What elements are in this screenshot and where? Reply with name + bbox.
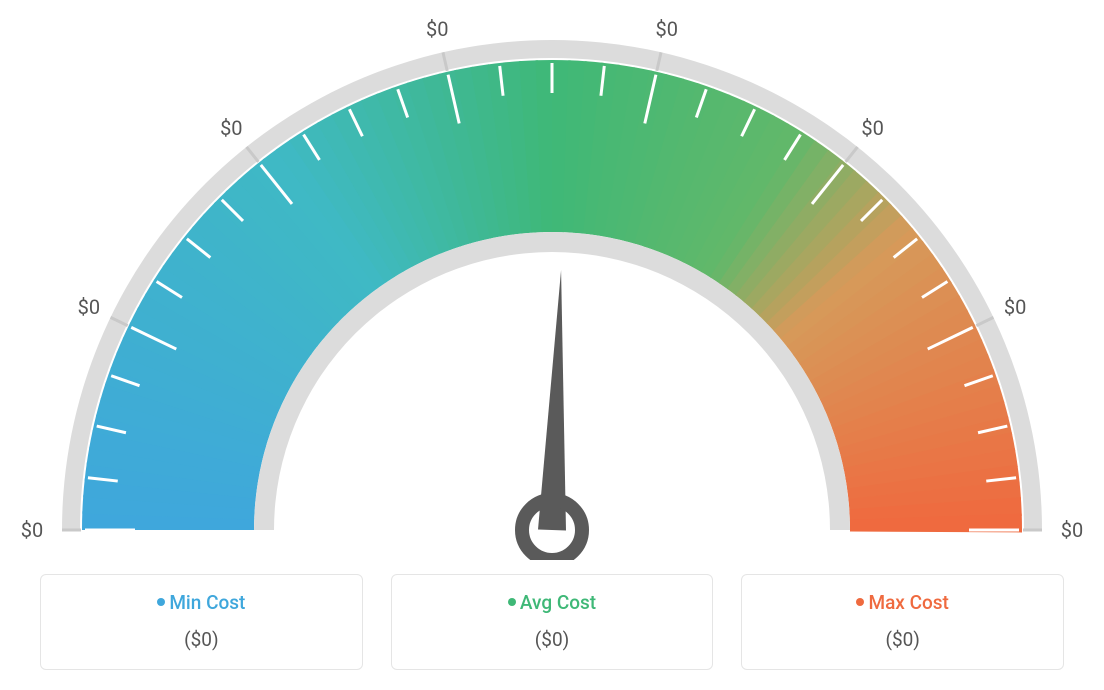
legend-value: ($0) (754, 628, 1051, 651)
gauge-scale-label: $0 (220, 116, 242, 140)
gauge-scale-label: $0 (1004, 295, 1026, 319)
legend-dot-icon (856, 598, 864, 606)
legend-card-max-cost: Max Cost ($0) (741, 574, 1064, 670)
legend-dot-icon (508, 598, 516, 606)
legend-dot-icon (157, 598, 165, 606)
gauge-svg (42, 20, 1062, 560)
gauge-scale-label: $0 (1061, 518, 1083, 542)
legend-title: Max Cost (754, 591, 1051, 614)
gauge-scale-label: $0 (78, 295, 100, 319)
legend-title: Min Cost (53, 591, 350, 614)
gauge-wrap: $0$0$0$0$0$0$0$0 (42, 20, 1062, 560)
legend-value: ($0) (404, 628, 701, 651)
legend-row: Min Cost ($0) Avg Cost ($0) Max Cost ($0) (40, 574, 1064, 670)
legend-card-min-cost: Min Cost ($0) (40, 574, 363, 670)
gauge-scale-label: $0 (426, 17, 448, 41)
gauge-needle (522, 270, 582, 560)
legend-label: Min Cost (169, 591, 245, 614)
legend-label: Avg Cost (520, 591, 596, 614)
gauge-scale-label: $0 (21, 518, 43, 542)
legend-card-avg-cost: Avg Cost ($0) (391, 574, 714, 670)
gauge-chart-container: $0 $0 $0 $0 $0 $0 $0 $0 Min Cost ($0) Avg Cost ($0… (0, 0, 1104, 690)
legend-title: Avg Cost (404, 591, 701, 614)
gauge-scale-label: $0 (656, 17, 678, 41)
gauge-scale-label: $0 (861, 116, 883, 140)
legend-label: Max Cost (868, 591, 948, 614)
legend-value: ($0) (53, 628, 350, 651)
